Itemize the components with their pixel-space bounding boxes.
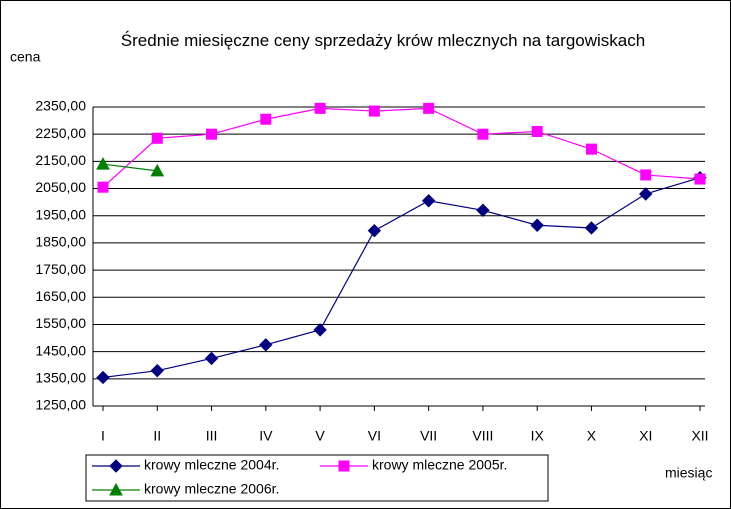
data-point	[694, 173, 706, 185]
data-point	[367, 223, 382, 238]
y-tick-label: 1450,00	[35, 342, 86, 358]
y-tick-label: 1850,00	[35, 234, 86, 250]
legend-marker	[338, 460, 350, 472]
x-tick-label: XI	[639, 428, 652, 444]
legend-marker	[109, 482, 123, 496]
data-point	[585, 143, 597, 155]
legend-label: krowy mleczne 2004r.	[144, 457, 279, 473]
y-tick-label: 1650,00	[35, 288, 86, 304]
data-point	[530, 218, 544, 232]
y-tick-label: 2050,00	[35, 179, 86, 195]
y-tick-label: 1250,00	[35, 397, 86, 413]
data-point	[97, 181, 109, 193]
x-tick-label: IX	[531, 428, 545, 444]
data-point	[96, 370, 110, 385]
y-axis-label: cena	[10, 49, 41, 65]
legend-marker	[109, 459, 123, 473]
legend-box	[85, 454, 549, 502]
data-point	[204, 351, 219, 366]
data-point	[477, 128, 489, 140]
x-tick-label: III	[206, 428, 218, 444]
x-tick-label: VI	[368, 428, 381, 444]
data-point	[640, 169, 652, 181]
data-point	[531, 125, 543, 137]
data-point	[96, 157, 110, 170]
data-point	[313, 323, 327, 337]
data-point	[421, 194, 436, 208]
series-line	[102, 177, 701, 379]
x-tick-label: V	[315, 428, 325, 444]
series-line	[102, 163, 158, 172]
x-tick-label: II	[153, 428, 161, 444]
data-point	[639, 187, 653, 201]
legend-label: krowy mleczne 2006r.	[144, 481, 279, 497]
data-point	[206, 128, 218, 140]
data-point	[584, 221, 599, 235]
data-point	[150, 363, 164, 378]
data-point	[314, 102, 326, 114]
data-point	[423, 102, 435, 114]
y-tick-label: 2350,00	[35, 98, 86, 114]
y-tick-label: 1750,00	[35, 261, 86, 277]
y-tick-label: 1950,00	[35, 206, 86, 222]
data-point	[368, 105, 380, 117]
x-tick-label: X	[587, 428, 597, 444]
data-point	[260, 113, 272, 125]
y-tick-label: 1550,00	[35, 315, 86, 331]
y-tick-label: 2250,00	[35, 125, 86, 141]
x-tick-label: VIII	[472, 428, 493, 444]
data-point	[476, 203, 490, 217]
data-point	[259, 338, 273, 352]
chart-title: Średnie miesięczne ceny sprzedaży krów m…	[120, 31, 646, 50]
series-line	[102, 107, 701, 188]
legend-label: krowy mleczne 2005r.	[372, 457, 507, 473]
x-tick-label: IV	[259, 428, 273, 444]
y-tick-label: 2150,00	[35, 152, 86, 168]
y-tick-label: 1350,00	[35, 370, 86, 386]
data-point	[150, 163, 165, 177]
x-tick-label: XII	[691, 428, 708, 444]
data-point	[151, 132, 163, 144]
x-axis-label: miesiąc	[665, 465, 712, 481]
x-tick-label: VII	[420, 428, 437, 444]
x-tick-label: I	[101, 428, 105, 444]
